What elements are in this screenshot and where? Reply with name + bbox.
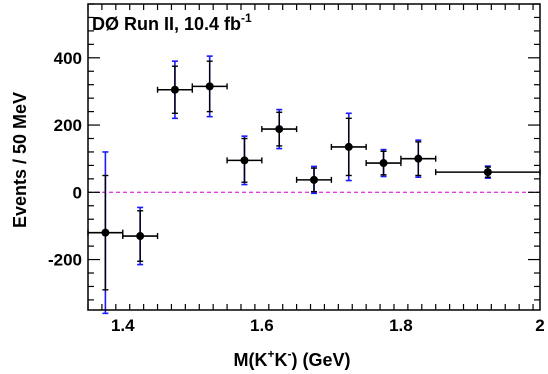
x-axis-label: M(K+K-) (GeV) xyxy=(233,347,350,370)
x-tick-label: 1.6 xyxy=(250,316,274,335)
x-tick-label: 1.4 xyxy=(111,316,135,335)
data-marker xyxy=(379,159,388,168)
data-marker xyxy=(136,232,145,241)
data-marker xyxy=(170,85,179,94)
data-marker xyxy=(483,168,492,177)
labels: DØ Run II, 10.4 fb-1 M(K+K-) (GeV) Event… xyxy=(10,11,351,370)
data-marker xyxy=(310,175,318,184)
data-point xyxy=(400,139,437,178)
y-tick-label: -200 xyxy=(48,251,82,270)
data-point xyxy=(330,112,367,182)
data-point xyxy=(122,206,159,266)
y-tick-label: 400 xyxy=(54,49,82,68)
data-marker xyxy=(205,82,214,91)
data-point xyxy=(87,151,124,315)
chart-title: DØ Run II, 10.4 fb-1 xyxy=(92,11,252,34)
data-point xyxy=(261,108,298,150)
y-tick-label: 200 xyxy=(54,116,82,135)
plot-area xyxy=(87,55,541,315)
plot-frame xyxy=(87,3,541,311)
data-point xyxy=(295,165,333,195)
x-tick-label: 1.8 xyxy=(389,316,413,335)
x-tick-label: 2 xyxy=(535,316,544,335)
axes: 1.4 1.6 1.8 2 -200 0 200 400 xyxy=(48,3,545,335)
data-marker xyxy=(275,125,284,134)
data-marker xyxy=(101,228,110,237)
data-point xyxy=(434,165,541,179)
y-axis-label: Events / 50 MeV xyxy=(10,92,30,228)
y-tick-label: 0 xyxy=(73,183,82,202)
data-point xyxy=(191,55,228,118)
data-point xyxy=(226,135,263,186)
data-point xyxy=(156,60,194,120)
data-point xyxy=(365,148,402,178)
data-marker xyxy=(344,142,353,151)
data-marker xyxy=(240,156,249,165)
data-marker xyxy=(414,154,423,163)
